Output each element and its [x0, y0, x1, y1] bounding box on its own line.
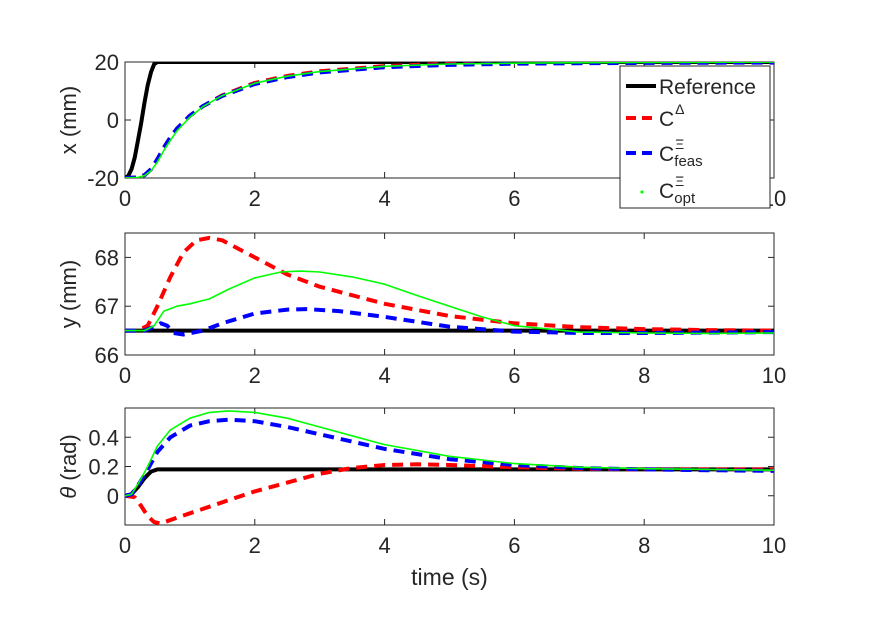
- y-tick-label: 66: [95, 343, 119, 368]
- legend-label-base: C: [659, 143, 674, 166]
- legend-label-feas: CΞ feas: [659, 136, 703, 170]
- y-tick-label: 20: [95, 50, 119, 75]
- series-delta: [125, 235, 774, 333]
- y-tick-label: 0.4: [88, 425, 119, 450]
- series-group: [125, 62, 774, 178]
- x-tick-label: 4: [378, 363, 390, 388]
- y-tick-label: 68: [95, 245, 119, 270]
- x-tick-label: 4: [378, 186, 390, 211]
- x-tick-label: 8: [638, 363, 650, 388]
- legend-label-sup: Ξ: [675, 173, 684, 189]
- x-tick-label: 0: [119, 186, 131, 211]
- x-tick-label: 10: [762, 533, 786, 558]
- x-tick-label: 2: [249, 533, 261, 558]
- legend-label-base: C: [659, 180, 674, 203]
- series-ref: [125, 62, 774, 178]
- y-tick-label: 0: [107, 484, 119, 509]
- x-tick-label: 4: [378, 533, 390, 558]
- legend-box: [619, 65, 771, 209]
- legend-label-ref: Reference: [659, 76, 756, 99]
- y-axis-label: x (mm): [56, 86, 81, 154]
- x-axis-label: time (s): [411, 564, 488, 590]
- series-opt: [125, 62, 774, 178]
- series-feas: [125, 307, 774, 337]
- x-tick-label: 6: [508, 186, 520, 211]
- axes-box: [124, 232, 775, 356]
- x-tick-label: 0: [119, 363, 131, 388]
- x-tick-label: 8: [638, 533, 650, 558]
- y-tick-label: 0.2: [88, 455, 119, 480]
- legend-label-opt: CΞ opt: [659, 173, 696, 207]
- series-group: [125, 235, 774, 337]
- theta-panel: 0 2 4 6 8 10 0 0.2 0.4 θ (rad) time (s): [56, 407, 786, 590]
- series-opt: [125, 270, 774, 335]
- legend-label-delta: CΔ: [659, 101, 685, 131]
- legend-label-sub: opt: [674, 190, 696, 207]
- series-feas: [125, 417, 774, 498]
- y-axis-label-unit: (rad): [56, 434, 81, 487]
- legend-label-sup: Ξ: [675, 136, 684, 152]
- series-delta: [125, 462, 774, 525]
- y-tick-label: -20: [87, 166, 119, 191]
- y-tick-label: 67: [95, 294, 119, 319]
- legend-label-sup: Δ: [675, 101, 684, 117]
- series-opt: [125, 410, 774, 497]
- x-tick-label: 10: [762, 363, 786, 388]
- series-group: [125, 410, 774, 525]
- x-tick-label: 6: [508, 363, 520, 388]
- y-axis-label: y (mm): [56, 260, 81, 328]
- x-tick-label: 0: [119, 533, 131, 558]
- legend-label-base: C: [659, 108, 674, 131]
- x-tick-label: 2: [249, 186, 261, 211]
- x-tick-label: 6: [508, 533, 520, 558]
- legend-label-base: Reference: [659, 76, 756, 99]
- legend-swatch-opt: [640, 190, 644, 194]
- x-tick-label: 2: [249, 363, 261, 388]
- legend-label-sub: feas: [674, 153, 702, 170]
- y-tick-label: 0: [107, 108, 119, 133]
- y-axis-label: θ (rad): [56, 434, 81, 499]
- y-axis-label-var: θ: [56, 487, 81, 499]
